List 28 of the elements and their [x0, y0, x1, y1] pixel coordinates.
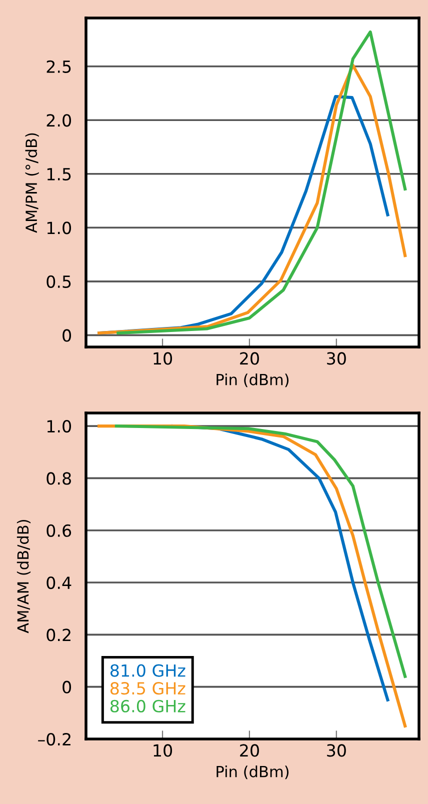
- x-tick-label: 30: [327, 744, 346, 757]
- y-tick-label: –0.2: [38, 732, 70, 746]
- x-tick-label: 20: [240, 352, 259, 365]
- x-axis-title: Pin (dBm): [216, 374, 289, 388]
- y-axis-title: AM/PM (°/dB): [25, 133, 39, 233]
- y-tick-label: 0.8: [46, 472, 71, 485]
- line-series: [116, 30, 407, 335]
- y-tick-label: 2.5: [46, 60, 71, 73]
- y-axis-title: AM/AM (dB/dB): [16, 520, 31, 634]
- text: 86.0 GHz: [110, 700, 186, 712]
- x-tick-label: 10: [154, 744, 172, 757]
- y-tick-label: 0.4: [46, 576, 72, 590]
- y-tick-label: 1.0: [47, 222, 72, 234]
- y-tick-label: 1.5: [47, 168, 71, 180]
- y-tick-label: 2.0: [46, 114, 72, 127]
- text: 83.5 GHz: [110, 682, 186, 695]
- x-tick-label: 20: [240, 744, 259, 757]
- y-tick-label: 1.0: [47, 420, 72, 433]
- y-tick-label: 0.2: [46, 628, 70, 642]
- line-series: [98, 64, 407, 335]
- y-tick-label: 0.6: [46, 524, 72, 537]
- text: 81.0 GHz: [110, 664, 186, 677]
- x-tick-label: 30: [327, 352, 346, 365]
- y-tick-label: 0: [62, 329, 72, 342]
- y-tick-label: 0: [62, 680, 72, 694]
- x-tick-label: 10: [154, 352, 172, 365]
- x-axis-title: Pin (dBm): [216, 766, 289, 780]
- y-tick-label: 0.5: [46, 275, 71, 288]
